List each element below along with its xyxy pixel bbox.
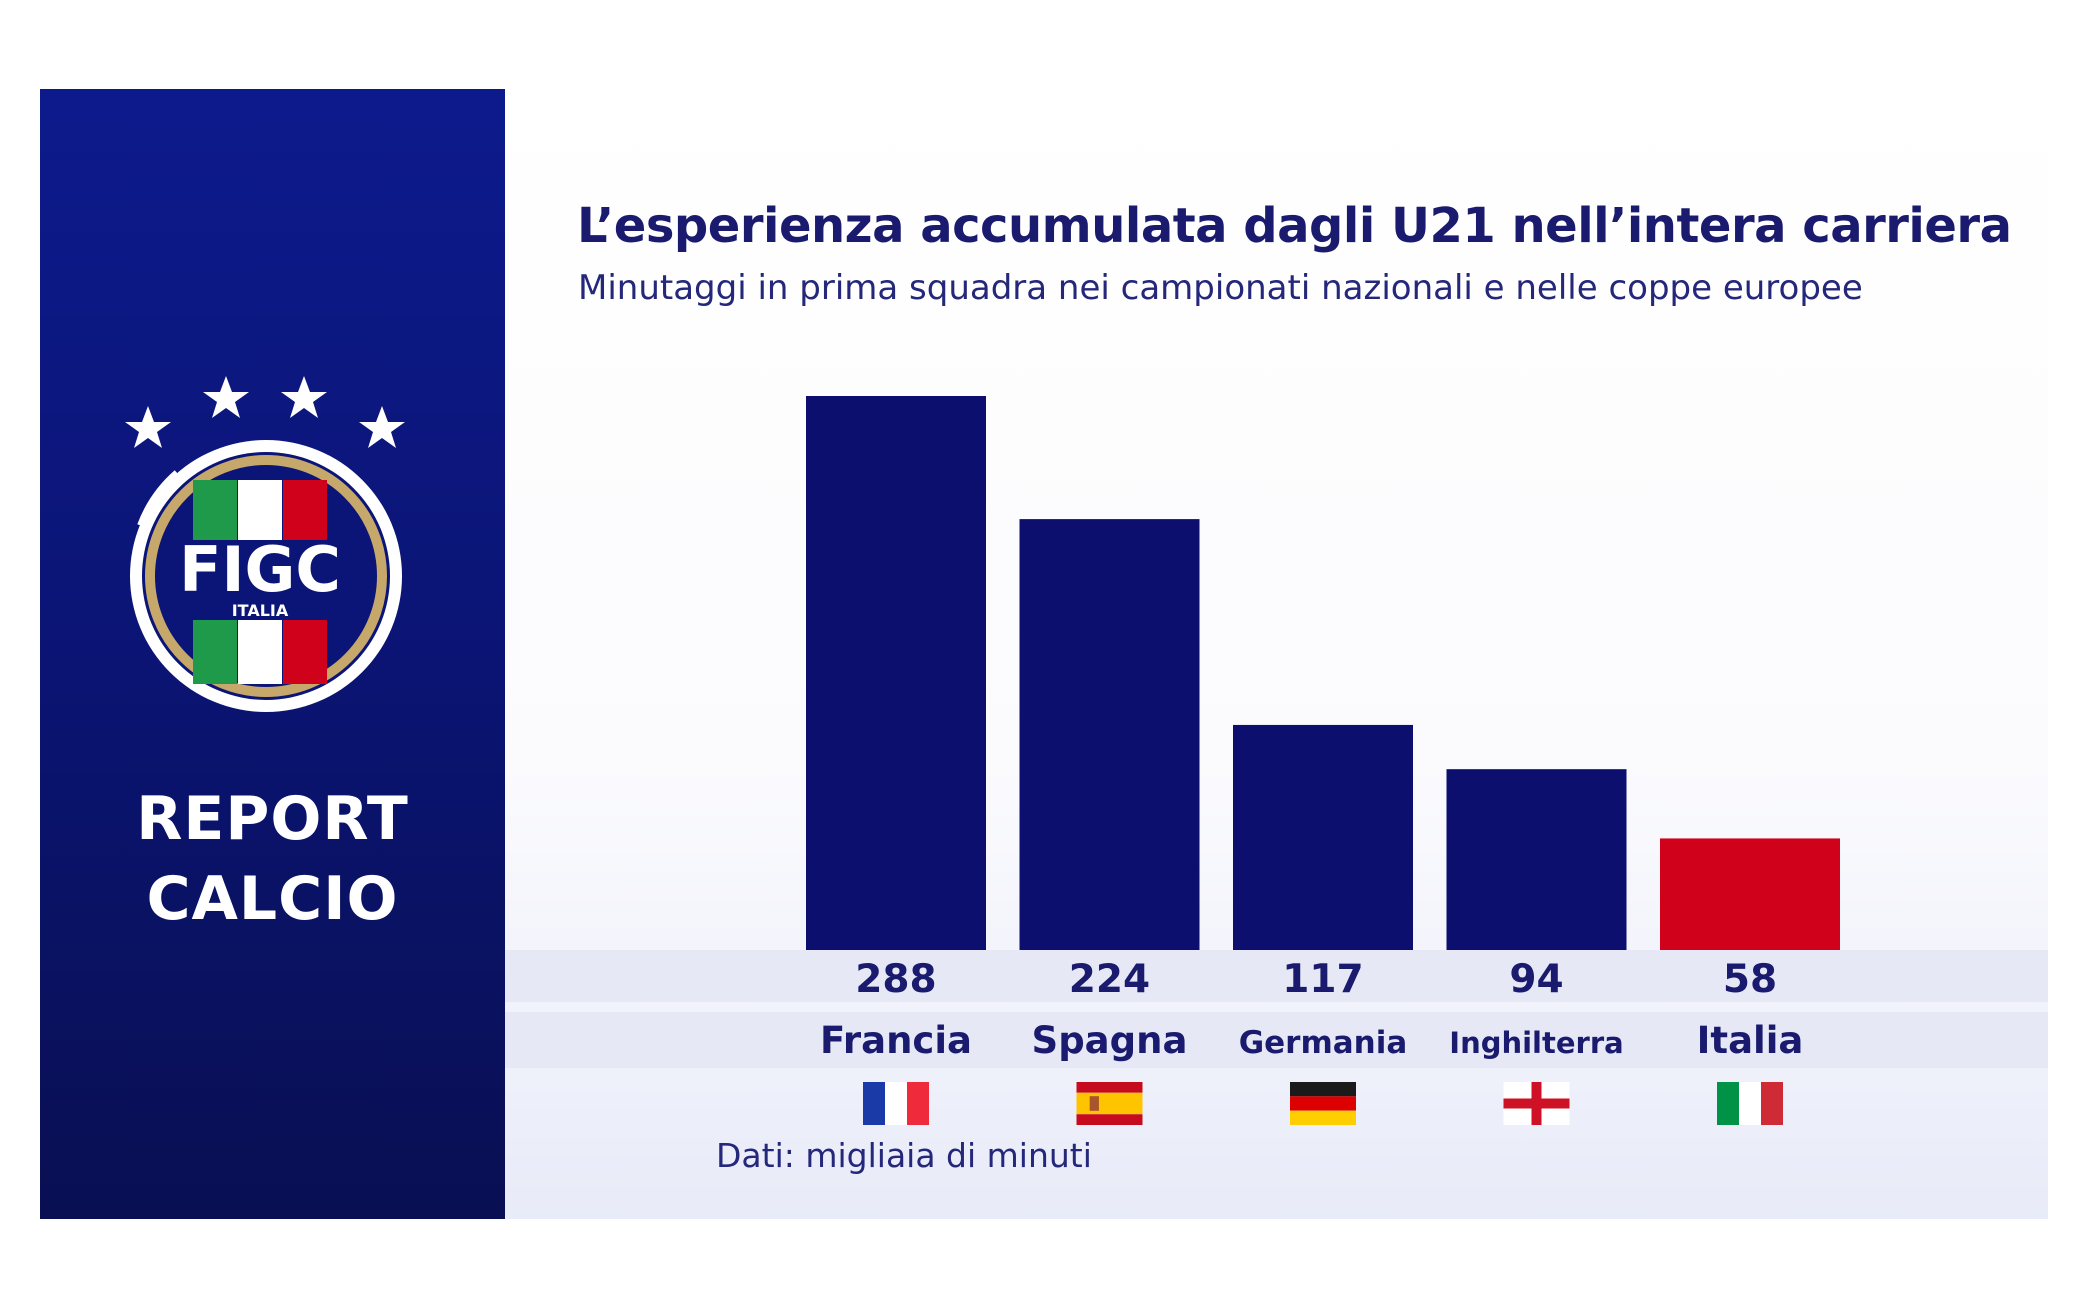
category-label-spagna: Spagna	[1032, 1019, 1188, 1062]
chart-title: L’esperienza accumulata dagli U21 nell’i…	[577, 198, 2012, 254]
category-band	[505, 1012, 2048, 1068]
flag-spain-icon	[1076, 1082, 1143, 1125]
figc-crest-icon: FIGC ITALIA	[125, 376, 405, 712]
category-label-italia: Italia	[1697, 1019, 1804, 1062]
star-icon	[359, 406, 405, 448]
chart-subtitle: Minutaggi in prima squadra nei campionat…	[578, 268, 1863, 308]
report-line-1: REPORT	[136, 784, 409, 854]
category-label-francia: Francia	[820, 1019, 972, 1062]
value-label-francia: 288	[855, 957, 936, 1002]
flag-germany-icon	[1290, 1082, 1356, 1125]
star-icon	[203, 376, 249, 418]
category-label-germania: Germania	[1239, 1025, 1408, 1061]
report-line-2: CALCIO	[146, 864, 399, 934]
bar-italia	[1660, 838, 1840, 950]
flag-france-icon	[863, 1082, 929, 1125]
value-label-italia: 58	[1723, 957, 1777, 1002]
sidebar: FIGC ITALIA REPORT CALCIO	[40, 89, 505, 1219]
value-label-spagna: 224	[1069, 957, 1150, 1002]
flag-england-icon	[1503, 1082, 1570, 1125]
bar-germania	[1233, 724, 1413, 950]
value-band	[505, 950, 2048, 1002]
category-label-inghilterra: Inghilterra	[1449, 1026, 1623, 1060]
value-label-inghilterra: 94	[1509, 957, 1563, 1002]
value-label-germania: 117	[1282, 957, 1363, 1002]
logo-brand: FIGC	[179, 533, 341, 606]
source-note: Dati: migliaia di minuti	[716, 1136, 1092, 1175]
bar-spagna	[1019, 519, 1200, 950]
star-icon	[281, 376, 327, 418]
logo-subtitle: ITALIA	[232, 601, 289, 620]
figc-logo: FIGC ITALIA	[125, 376, 405, 804]
bar-francia	[806, 396, 986, 950]
flag-italy-icon	[1717, 1082, 1783, 1125]
star-icon	[125, 406, 171, 448]
bar-inghilterra	[1446, 769, 1627, 950]
